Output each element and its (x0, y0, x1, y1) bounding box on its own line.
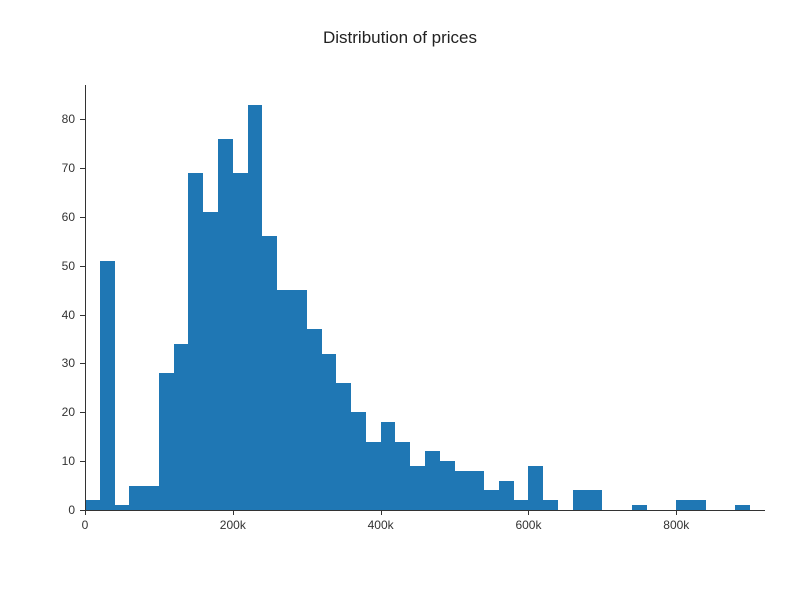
x-tick-label: 600k (515, 518, 541, 532)
y-tick-mark (80, 168, 85, 169)
histogram-bar (188, 173, 203, 510)
histogram-bar (543, 500, 558, 510)
histogram-bar (514, 500, 529, 510)
x-tick-mark (528, 510, 529, 515)
y-tick-mark (80, 461, 85, 462)
y-tick-label: 10 (62, 454, 75, 468)
histogram-bar (440, 461, 455, 510)
histogram-bar (129, 486, 144, 510)
histogram-bar (469, 471, 484, 510)
x-tick-mark (85, 510, 86, 515)
histogram-bar (351, 412, 366, 510)
histogram-bar (455, 471, 470, 510)
histogram-bar (588, 490, 603, 510)
histogram-bar (499, 481, 514, 510)
y-tick-label: 30 (62, 356, 75, 370)
histogram-bar (203, 212, 218, 510)
histogram-bar (292, 290, 307, 510)
histogram-bar (174, 344, 189, 510)
y-tick-mark (80, 217, 85, 218)
y-tick-label: 50 (62, 259, 75, 273)
histogram-bar (381, 422, 396, 510)
histogram-bar (366, 442, 381, 510)
histogram-bar (144, 486, 159, 510)
histogram-bar (277, 290, 292, 510)
histogram-bar (262, 236, 277, 510)
histogram-bar (528, 466, 543, 510)
histogram-bar (85, 500, 100, 510)
histogram-bar (248, 105, 263, 510)
histogram-chart: Distribution of prices 0 200k 400k 600k 800k… (0, 0, 800, 600)
x-tick-label: 800k (663, 518, 689, 532)
histogram-bar (410, 466, 425, 510)
histogram-bar (395, 442, 410, 510)
chart-title: Distribution of prices (0, 28, 800, 48)
x-tick-label: 400k (368, 518, 394, 532)
histogram-bar (100, 261, 115, 510)
histogram-bar (336, 383, 351, 510)
histogram-bar (233, 173, 248, 510)
y-tick-label: 80 (62, 112, 75, 126)
y-tick-mark (80, 510, 85, 511)
y-tick-label: 70 (62, 161, 75, 175)
histogram-bar (425, 451, 440, 510)
x-tick-label: 200k (220, 518, 246, 532)
histogram-bar (218, 139, 233, 510)
y-tick-label: 0 (68, 503, 75, 517)
plot-area (85, 85, 765, 510)
histogram-bar (159, 373, 174, 510)
x-tick-label: 0 (82, 518, 89, 532)
y-tick-mark (80, 266, 85, 267)
y-tick-mark (80, 363, 85, 364)
x-tick-mark (676, 510, 677, 515)
y-axis-line (85, 85, 86, 510)
histogram-bar (676, 500, 691, 510)
histogram-bar (691, 500, 706, 510)
y-tick-mark (80, 315, 85, 316)
y-tick-mark (80, 119, 85, 120)
x-axis-line (85, 510, 765, 511)
y-tick-label: 20 (62, 405, 75, 419)
histogram-bar (484, 490, 499, 510)
y-tick-mark (80, 412, 85, 413)
x-tick-mark (381, 510, 382, 515)
x-tick-mark (233, 510, 234, 515)
y-tick-label: 40 (62, 308, 75, 322)
histogram-bar (322, 354, 337, 510)
y-tick-label: 60 (62, 210, 75, 224)
histogram-bar (573, 490, 588, 510)
histogram-bar (307, 329, 322, 510)
